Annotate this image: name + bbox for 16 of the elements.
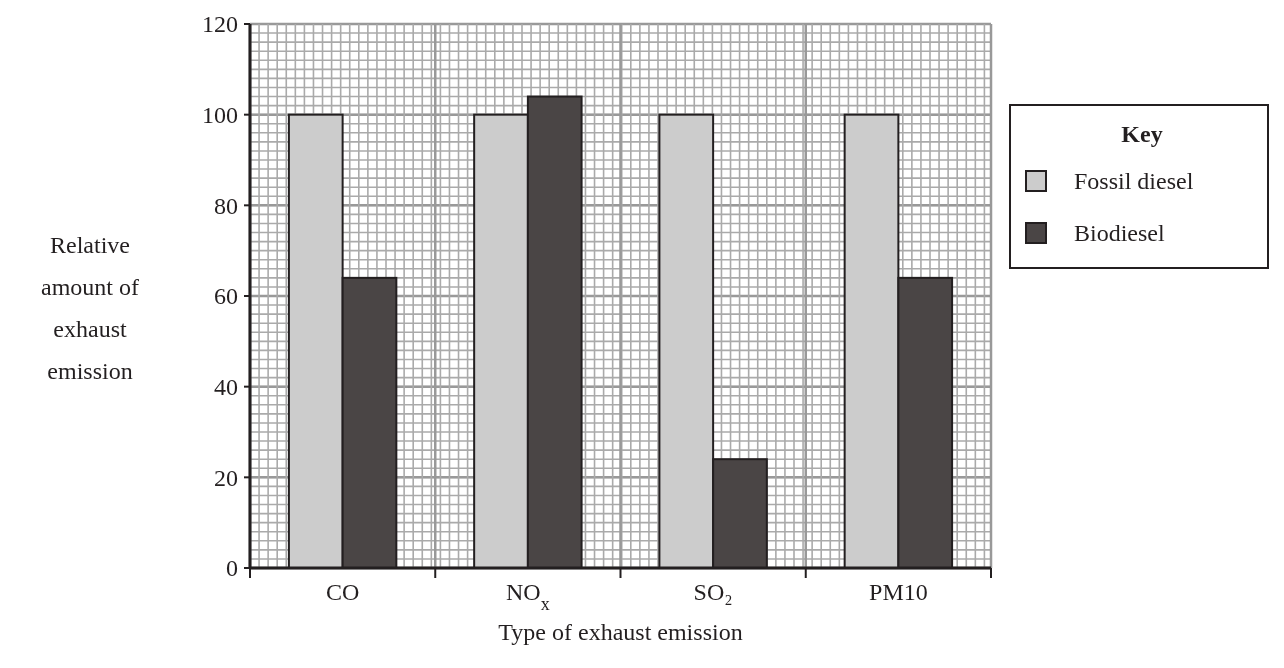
legend-title: Key <box>1121 121 1163 147</box>
y-tick-label: 0 <box>226 555 238 582</box>
y-tick-label: 40 <box>214 374 238 401</box>
y-tick-label: 60 <box>214 283 238 310</box>
legend-label: Fossil diesel <box>1074 168 1194 195</box>
y-tick-label: 100 <box>202 102 238 129</box>
legend-label: Biodiesel <box>1074 220 1165 247</box>
x-axis-title: Type of exhaust emission <box>498 619 743 645</box>
y-axis-title: Relative amount of exhaust emission <box>41 232 139 384</box>
x-tick-label: CO <box>325 579 360 605</box>
x-tick-label: NO$_{x}$ <box>506 579 550 614</box>
y-tick-label: 80 <box>214 192 238 219</box>
x-tick-label: SO₂ <box>693 579 733 605</box>
y-tick-label: 20 <box>214 464 238 491</box>
y-tick-label: 120 <box>202 11 238 38</box>
x-tick-label: PM10 <box>869 579 928 605</box>
